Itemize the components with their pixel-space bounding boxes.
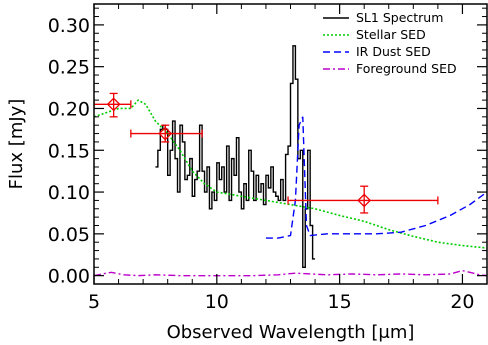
photometry-point xyxy=(287,185,439,214)
series-stellar-sed xyxy=(94,99,487,249)
diamond-marker xyxy=(106,97,121,112)
y-tick-label: 0.20 xyxy=(48,98,90,120)
axis-ticks xyxy=(93,4,488,284)
x-axis-label: Observed Wavelength [μm] xyxy=(167,322,415,343)
y-axis-label: Flux [mJy] xyxy=(6,99,27,190)
legend-label: IR Dust SED xyxy=(356,44,431,59)
legend-label: SL1 Spectrum xyxy=(356,10,443,25)
diamond-marker xyxy=(158,126,173,141)
tick-labels: 5 10 15 20 0.00 0.05 0.10 0.15 0.20 0.25 0.30 xyxy=(48,15,475,313)
series-foreground-sed xyxy=(94,269,487,277)
x-tick-label: 5 xyxy=(88,291,100,313)
legend-label: Foreground SED xyxy=(356,61,457,76)
x-tick-label: 10 xyxy=(205,291,229,313)
y-tick-label: 0.30 xyxy=(48,15,90,37)
series-ir-dust-sed xyxy=(265,116,487,239)
diamond-marker xyxy=(357,193,372,208)
y-tick-label: 0.05 xyxy=(48,224,90,246)
legend-label: Stellar SED xyxy=(356,27,426,42)
y-tick-label: 0.00 xyxy=(48,266,90,288)
photometry-point xyxy=(130,124,203,143)
plot-area xyxy=(94,45,487,277)
photometry-point xyxy=(94,92,132,118)
x-tick-label: 20 xyxy=(450,291,474,313)
x-tick-label: 15 xyxy=(328,291,352,313)
y-tick-label: 0.10 xyxy=(48,182,90,204)
legend: SL1 Spectrum Stellar SED IR Dust SED Foregr… xyxy=(323,10,457,76)
y-tick-label: 0.25 xyxy=(48,57,90,79)
y-tick-label: 0.15 xyxy=(48,140,90,162)
